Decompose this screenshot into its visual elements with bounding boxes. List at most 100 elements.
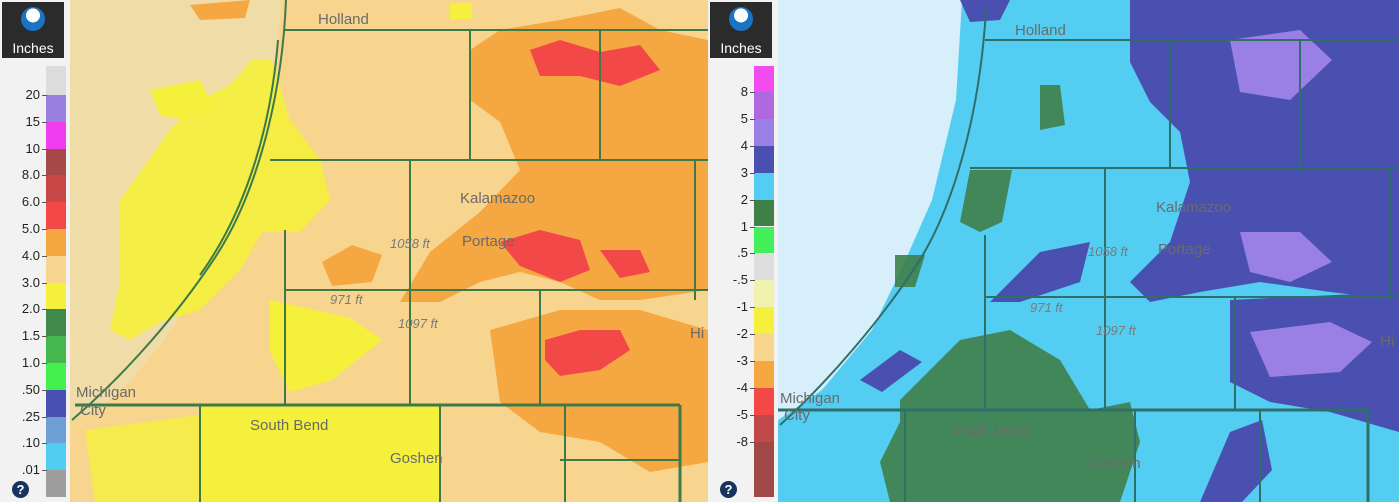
legend-swatch — [46, 202, 66, 229]
legend-swatch — [46, 148, 66, 176]
dark-green-region — [1040, 85, 1065, 130]
legend-swatch — [46, 229, 66, 256]
legend-swatch — [46, 336, 66, 363]
legend-swatch — [46, 443, 66, 471]
legend-swatch — [46, 389, 66, 417]
label-south-bend: South Bend — [250, 417, 328, 434]
legend-tick-label: -5 — [708, 407, 755, 422]
label-holland: Holland — [1015, 22, 1066, 39]
legend-tick-label: 3 — [708, 165, 755, 180]
purple-region — [1130, 0, 1399, 302]
label-elev-1097: 1097 ft — [1096, 323, 1137, 338]
legend-units: Inches — [12, 40, 54, 56]
legend-tick-label: -4 — [708, 380, 755, 395]
legend-tick-label: 15 — [0, 114, 47, 129]
label-michigan: Michigan — [780, 390, 840, 407]
legend-swatch — [754, 145, 774, 173]
label-south-bend: South Bend — [950, 422, 1028, 439]
legend-tick-label: 10 — [0, 141, 47, 156]
map-canvas[interactable]: Holland Kalamazoo Portage 1058 ft 971 ft… — [708, 0, 1399, 502]
legend-tick-label: 8 — [708, 84, 755, 99]
label-city: City — [784, 407, 810, 424]
legend-tick-label: 1.5 — [0, 328, 47, 343]
legend-tick-label: 20 — [0, 87, 47, 102]
legend-tick-label: 2 — [708, 192, 755, 207]
legend-tick-label: 4.0 — [0, 248, 47, 263]
legend-tick-label: -3 — [708, 353, 755, 368]
label-portage: Portage — [1158, 241, 1211, 258]
legend-swatch — [754, 307, 774, 335]
legend-tick-label: .50 — [0, 382, 47, 397]
label-portage: Portage — [462, 233, 515, 250]
red-region — [545, 330, 630, 376]
label-elev-971: 971 ft — [330, 292, 364, 307]
red-region — [600, 250, 650, 278]
legend-tick-label: 2.0 — [0, 301, 47, 316]
legend-swatch — [754, 66, 774, 92]
orange-region — [190, 0, 250, 20]
legend-swatch — [754, 92, 774, 119]
label-kalamazoo: Kalamazoo — [1156, 199, 1231, 216]
legend-swatch — [754, 361, 774, 388]
purple-region — [860, 350, 922, 392]
label-hi: Hi — [690, 325, 704, 342]
noaa-logo-icon — [21, 7, 45, 31]
light-purple-region — [1250, 322, 1372, 377]
legend-tick-label: -1 — [708, 299, 755, 314]
dark-green-region — [960, 170, 1012, 232]
legend-tick-label: -8 — [708, 434, 755, 449]
legend: Inches ? 8 5 4 3 2 1 .5 -.5 -1 -2 -3 -4 -5 -8 — [708, 0, 778, 502]
legend-tick-label: .01 — [0, 462, 47, 477]
label-city: City — [80, 402, 106, 419]
dark-green-region — [880, 330, 1140, 502]
legend-swatch — [46, 470, 66, 497]
yellow-region — [200, 405, 440, 502]
label-holland: Holland — [318, 11, 369, 28]
legend-swatch — [46, 282, 66, 310]
noaa-logo-icon — [729, 7, 753, 31]
legend-swatch — [46, 416, 66, 444]
help-icon[interactable]: ? — [720, 481, 737, 498]
roads — [71, 0, 708, 502]
legend-tick-label: 1.0 — [0, 355, 47, 370]
purple-region — [1200, 420, 1272, 502]
legend-swatch — [754, 387, 774, 415]
legend-tick-label: .25 — [0, 409, 47, 424]
label-hi: Hi — [1380, 333, 1394, 350]
orange-region — [490, 310, 708, 472]
label-goshen: Goshen — [1088, 455, 1141, 472]
departure-map-right[interactable]: Holland Kalamazoo Portage 1058 ft 971 ft… — [708, 0, 1399, 502]
purple-region — [990, 242, 1090, 302]
precipitation-map-left[interactable]: Holland Kalamazoo Portage 1058 ft 971 ft… — [0, 0, 708, 502]
legend-swatch — [754, 253, 774, 281]
red-region — [500, 230, 590, 282]
orange-region — [322, 245, 382, 286]
legend-tick-label: 3.0 — [0, 275, 47, 290]
legend-swatch — [46, 363, 66, 390]
legend-swatch — [754, 118, 774, 146]
roads — [778, 9, 1399, 502]
label-elev-971: 971 ft — [1030, 300, 1064, 315]
label-elev-1097: 1097 ft — [398, 316, 439, 331]
map-canvas[interactable]: Holland Kalamazoo Portage 1058 ft 971 ft… — [0, 0, 708, 502]
legend-tick-label: -2 — [708, 326, 755, 341]
label-michigan: Michigan — [76, 384, 136, 401]
legend-swatch — [46, 121, 66, 149]
legend-header: Inches — [2, 2, 64, 58]
legend-units: Inches — [720, 40, 762, 56]
legend-swatch — [754, 280, 774, 308]
legend-tick-label: .10 — [0, 435, 47, 450]
legend-swatch — [754, 226, 774, 254]
light-purple-region — [1240, 232, 1332, 282]
red-region — [530, 40, 660, 86]
legend-swatch — [46, 309, 66, 337]
legend-swatch — [754, 172, 774, 200]
legend-swatch — [46, 175, 66, 203]
legend-tick-label: 5.0 — [0, 221, 47, 236]
help-icon[interactable]: ? — [12, 481, 29, 498]
label-goshen: Goshen — [390, 450, 443, 467]
legend-tick-label: 5 — [708, 111, 755, 126]
label-elev-1058: 1058 ft — [390, 236, 431, 251]
legend-swatch — [46, 95, 66, 122]
legend-tick-label: 6.0 — [0, 194, 47, 209]
